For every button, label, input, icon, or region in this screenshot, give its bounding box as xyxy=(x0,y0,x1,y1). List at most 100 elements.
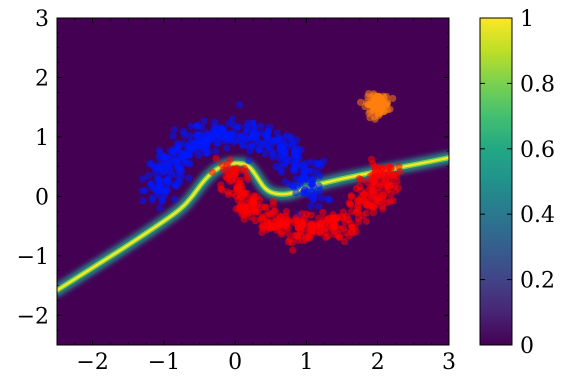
data-point xyxy=(380,107,388,116)
data-point xyxy=(309,174,317,182)
data-point xyxy=(170,125,178,134)
x-tick-label: 0 xyxy=(228,350,242,375)
data-point xyxy=(386,197,394,205)
colorbar-tick-label: 0.8 xyxy=(520,72,555,97)
x-tick-label: −2 xyxy=(76,350,108,375)
data-point xyxy=(310,192,318,200)
data-point xyxy=(225,171,233,179)
data-point xyxy=(186,146,195,154)
data-point xyxy=(363,200,372,209)
colorbar: 0 0.2 0.4 0.6 0.8 1 xyxy=(479,7,555,359)
data-point xyxy=(313,222,321,230)
data-point xyxy=(328,225,336,233)
data-point xyxy=(340,237,349,246)
data-point xyxy=(266,143,274,151)
data-point xyxy=(139,175,147,183)
data-point xyxy=(278,168,286,176)
data-point xyxy=(251,217,259,225)
data-point xyxy=(173,139,182,148)
data-point xyxy=(235,180,243,188)
data-point xyxy=(154,153,163,161)
x-axis: −2 −1 0 1 2 3 xyxy=(56,18,456,375)
data-point xyxy=(307,202,315,210)
data-point xyxy=(242,123,251,131)
data-point xyxy=(299,170,308,178)
data-point xyxy=(139,196,147,205)
data-point xyxy=(223,144,231,152)
data-point xyxy=(250,192,258,200)
data-point xyxy=(364,100,372,108)
data-point xyxy=(180,139,188,148)
colorbar-tick-label: 0.6 xyxy=(520,138,555,163)
data-point xyxy=(171,149,179,157)
data-point xyxy=(245,157,253,165)
data-point xyxy=(151,169,159,177)
data-point xyxy=(166,165,174,173)
data-point xyxy=(218,186,226,194)
data-point xyxy=(339,214,347,222)
data-point xyxy=(223,132,231,141)
data-point xyxy=(285,156,293,164)
data-point xyxy=(322,233,330,241)
data-point xyxy=(236,201,244,209)
data-point xyxy=(306,220,314,228)
data-point xyxy=(277,151,285,159)
data-point xyxy=(281,178,289,186)
data-point xyxy=(274,216,282,225)
data-point xyxy=(307,227,316,235)
data-point xyxy=(162,187,170,195)
plot-area: −2 −1 0 1 2 3 −2 −1 0 1 2 3 xyxy=(17,7,456,375)
colorbar-tick-label: 0 xyxy=(520,334,534,359)
data-point xyxy=(381,176,390,184)
data-point xyxy=(187,122,195,130)
data-point xyxy=(373,94,381,102)
data-point xyxy=(246,147,254,155)
data-point xyxy=(180,131,188,139)
data-point xyxy=(186,131,194,140)
y-axis: −2 −1 0 1 2 3 xyxy=(17,7,449,346)
data-point xyxy=(290,152,298,160)
data-point xyxy=(254,139,262,147)
data-point xyxy=(157,162,165,170)
data-point xyxy=(288,139,296,148)
data-point xyxy=(269,149,277,158)
data-point xyxy=(297,232,305,240)
data-point xyxy=(273,129,281,137)
series-upper-moon xyxy=(138,101,334,219)
data-point xyxy=(313,159,322,167)
data-point xyxy=(304,233,312,241)
colorbar-gradient xyxy=(479,17,513,346)
data-point xyxy=(363,178,371,186)
data-point xyxy=(315,182,323,190)
data-point xyxy=(195,131,204,139)
data-point xyxy=(387,172,395,180)
data-point xyxy=(347,192,355,200)
data-point xyxy=(278,140,286,148)
data-point xyxy=(359,211,367,220)
colorbar-tick-label: 0.4 xyxy=(520,203,555,228)
data-point xyxy=(371,177,379,185)
data-point xyxy=(289,183,298,191)
data-point xyxy=(284,229,292,237)
data-point xyxy=(256,145,264,153)
data-point xyxy=(243,189,251,197)
data-point xyxy=(212,147,220,155)
data-point xyxy=(290,159,298,168)
data-point xyxy=(239,208,247,216)
data-point xyxy=(308,158,316,167)
data-point xyxy=(346,201,355,209)
data-point xyxy=(228,177,236,185)
colorbar-tick-label: 1 xyxy=(520,7,534,32)
data-point xyxy=(308,167,316,175)
data-point xyxy=(261,203,269,211)
boundary-core xyxy=(57,156,449,292)
data-point xyxy=(261,150,269,158)
data-point xyxy=(377,181,385,189)
data-point xyxy=(164,177,172,185)
data-point xyxy=(256,196,264,204)
data-point xyxy=(264,127,272,135)
data-point xyxy=(353,196,362,205)
data-point xyxy=(280,161,289,170)
data-point xyxy=(170,156,178,165)
data-point xyxy=(287,133,295,141)
